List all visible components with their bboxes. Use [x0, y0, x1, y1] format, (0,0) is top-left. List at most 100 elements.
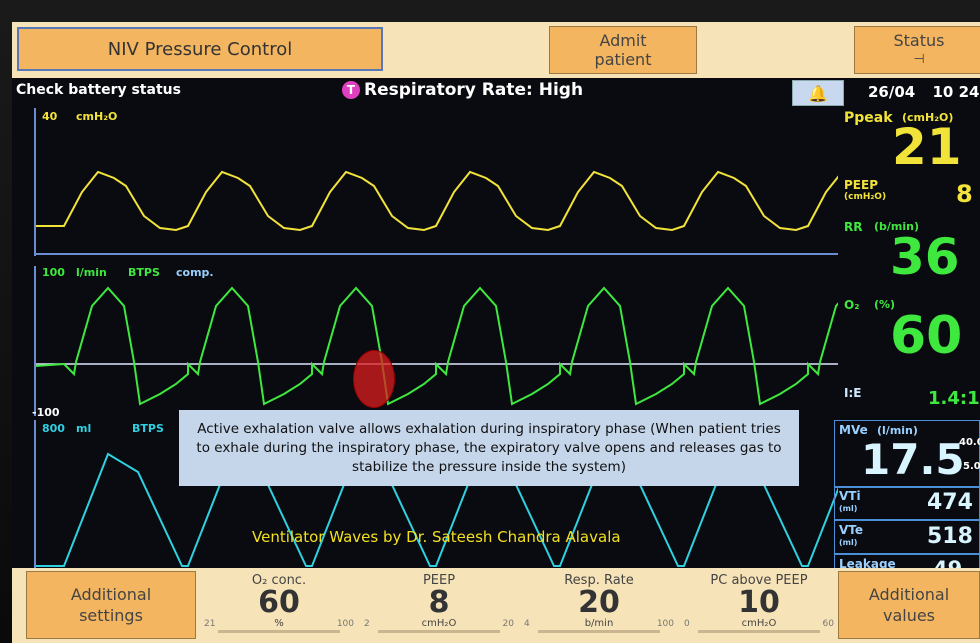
param-slider-track [698, 630, 820, 633]
pressure-trace [36, 170, 838, 232]
vti-value: 474 [927, 490, 973, 515]
flow-mode: BTPS [128, 266, 160, 279]
param-unit: % [274, 618, 284, 629]
peep-label: PEEP [844, 178, 878, 192]
annotation-text: Active exhalation valve allows exhalatio… [196, 420, 782, 475]
param-label: PEEP [422, 573, 456, 588]
alarm-row: Check battery status T Respiratory Rate:… [12, 80, 980, 106]
o2-conc-setting[interactable]: O₂ conc. 60 % 21 100 [200, 571, 358, 639]
mve-label: MVe [839, 423, 868, 437]
mve-high-limit: 40.0 [959, 437, 980, 448]
param-min: 4 [524, 619, 530, 629]
alarm-bell-icon: 🔔 [808, 83, 828, 103]
flow-scale-bottom: -100 [32, 406, 60, 419]
resp-rate-setting[interactable]: Resp. Rate 20 b/min 4 100 [520, 571, 678, 639]
param-label: Resp. Rate [564, 573, 634, 588]
ppeak-label: Ppeak [844, 110, 893, 126]
mve-box: MVe (l/min) 17.5 40.0 5.0 [834, 420, 980, 488]
volume-scale: 800 [42, 422, 65, 435]
leakage-label: Leakage [839, 557, 896, 571]
param-unit: b/min [584, 618, 614, 629]
battery-message: Check battery status [16, 82, 181, 98]
param-value: 20 [578, 585, 620, 620]
param-unit: cmH₂O [421, 618, 457, 629]
rr-value: 36 [890, 228, 960, 286]
alarm-message: Respiratory Rate: High [364, 80, 584, 100]
mve-unit: (l/min) [877, 424, 918, 437]
rr-unit: (b/min) [874, 220, 920, 233]
param-value: 8 [428, 585, 450, 620]
peep-value: 8 [956, 180, 973, 208]
param-max: 100 [656, 619, 674, 629]
annotation-box: Active exhalation valve allows exhalatio… [179, 410, 799, 486]
flow-unit: l/min [76, 266, 107, 279]
o2-label: O₂ [844, 298, 860, 312]
status-button[interactable]: Status ⊣ [854, 26, 980, 74]
measured-values-panel: Ppeak (cmH₂O) 21 PEEP (cmH₂O) 8 RR (b/mi… [834, 108, 980, 584]
pressure-scale: 40 [42, 110, 58, 123]
param-slider-track [218, 630, 340, 633]
respiratory-rate-alarm[interactable]: T Respiratory Rate: High [342, 80, 583, 100]
param-min: 0 [684, 619, 690, 629]
param-value: 10 [738, 585, 780, 620]
flow-trace [36, 286, 838, 406]
admit-label-line2: patient [594, 50, 652, 69]
mve-low-limit: 5.0 [963, 461, 980, 472]
flow-comp: comp. [176, 266, 214, 279]
pressure-waveform-panel: 40 cmH₂O [34, 108, 838, 256]
ie-value: 1.4:1 [928, 388, 980, 409]
alarm-priority-icon: T [342, 81, 360, 99]
vte-label: VTe [839, 523, 864, 537]
param-value: 60 [258, 585, 300, 620]
param-max: 60 [822, 619, 834, 629]
param-slider-track [538, 630, 660, 633]
param-unit: cmH₂O [741, 618, 777, 629]
top-bar: NIV Pressure Control Admit patient Statu… [12, 22, 980, 78]
param-slider-track [378, 630, 500, 633]
ie-label: I:E [844, 386, 862, 400]
ventilation-mode-label: NIV Pressure Control [107, 38, 293, 60]
credit-text: Ventilator Waves by Dr. Sateesh Chandra … [252, 528, 621, 546]
time: 10 24 [932, 83, 980, 101]
mve-value: 17.5 [861, 435, 965, 484]
additional-values-line2: values [882, 606, 936, 625]
param-min: 2 [364, 619, 370, 629]
additional-settings-button[interactable]: Additional settings [26, 571, 196, 639]
o2-unit: (%) [874, 298, 896, 311]
additional-values-button[interactable]: Additional values [838, 571, 980, 639]
param-max: 20 [502, 619, 514, 629]
highlight-marker [353, 350, 395, 408]
date-time: 26/04 10 24 [868, 83, 979, 101]
volume-mode: BTPS [132, 422, 164, 435]
flow-waveform [36, 286, 838, 406]
vti-unit: (ml) [839, 504, 858, 513]
param-label: PC above PEEP [710, 573, 808, 588]
volume-unit: ml [76, 422, 92, 435]
vti-label: VTi [839, 489, 861, 503]
peep-unit: (cmH₂O) [844, 192, 887, 202]
pressure-waveform [36, 170, 838, 255]
flow-scale-top: 100 [42, 266, 65, 279]
vte-value: 518 [927, 524, 973, 549]
additional-values-line1: Additional [868, 585, 950, 604]
plug-icon: ⊣ [913, 52, 925, 67]
ppeak-value: 21 [892, 118, 962, 176]
admit-patient-button[interactable]: Admit patient [549, 26, 697, 74]
vte-box: VTe (ml) 518 [834, 520, 980, 554]
admit-label-line1: Admit [599, 31, 647, 50]
vti-box: VTi (ml) 474 [834, 486, 980, 520]
additional-settings-line2: settings [79, 606, 143, 625]
pressure-unit: cmH₂O [76, 110, 118, 123]
status-label: Status [893, 31, 945, 50]
date: 26/04 [868, 83, 916, 101]
flow-waveform-panel: 100 l/min BTPS comp. -100 [32, 266, 838, 419]
bottom-bar: Additional settings O₂ conc. 60 % 21 100… [12, 568, 980, 643]
vte-unit: (ml) [839, 538, 858, 547]
param-label: O₂ conc. [251, 573, 307, 588]
pc-above-peep-setting[interactable]: PC above PEEP 10 cmH₂O 0 60 [680, 571, 838, 639]
peep-setting[interactable]: PEEP 8 cmH₂O 2 20 [360, 571, 518, 639]
o2-value: 60 [890, 306, 963, 366]
additional-settings-line1: Additional [70, 585, 152, 604]
alarm-silence-button[interactable]: 🔔 [792, 80, 844, 106]
ventilation-mode-button[interactable]: NIV Pressure Control [17, 27, 383, 71]
